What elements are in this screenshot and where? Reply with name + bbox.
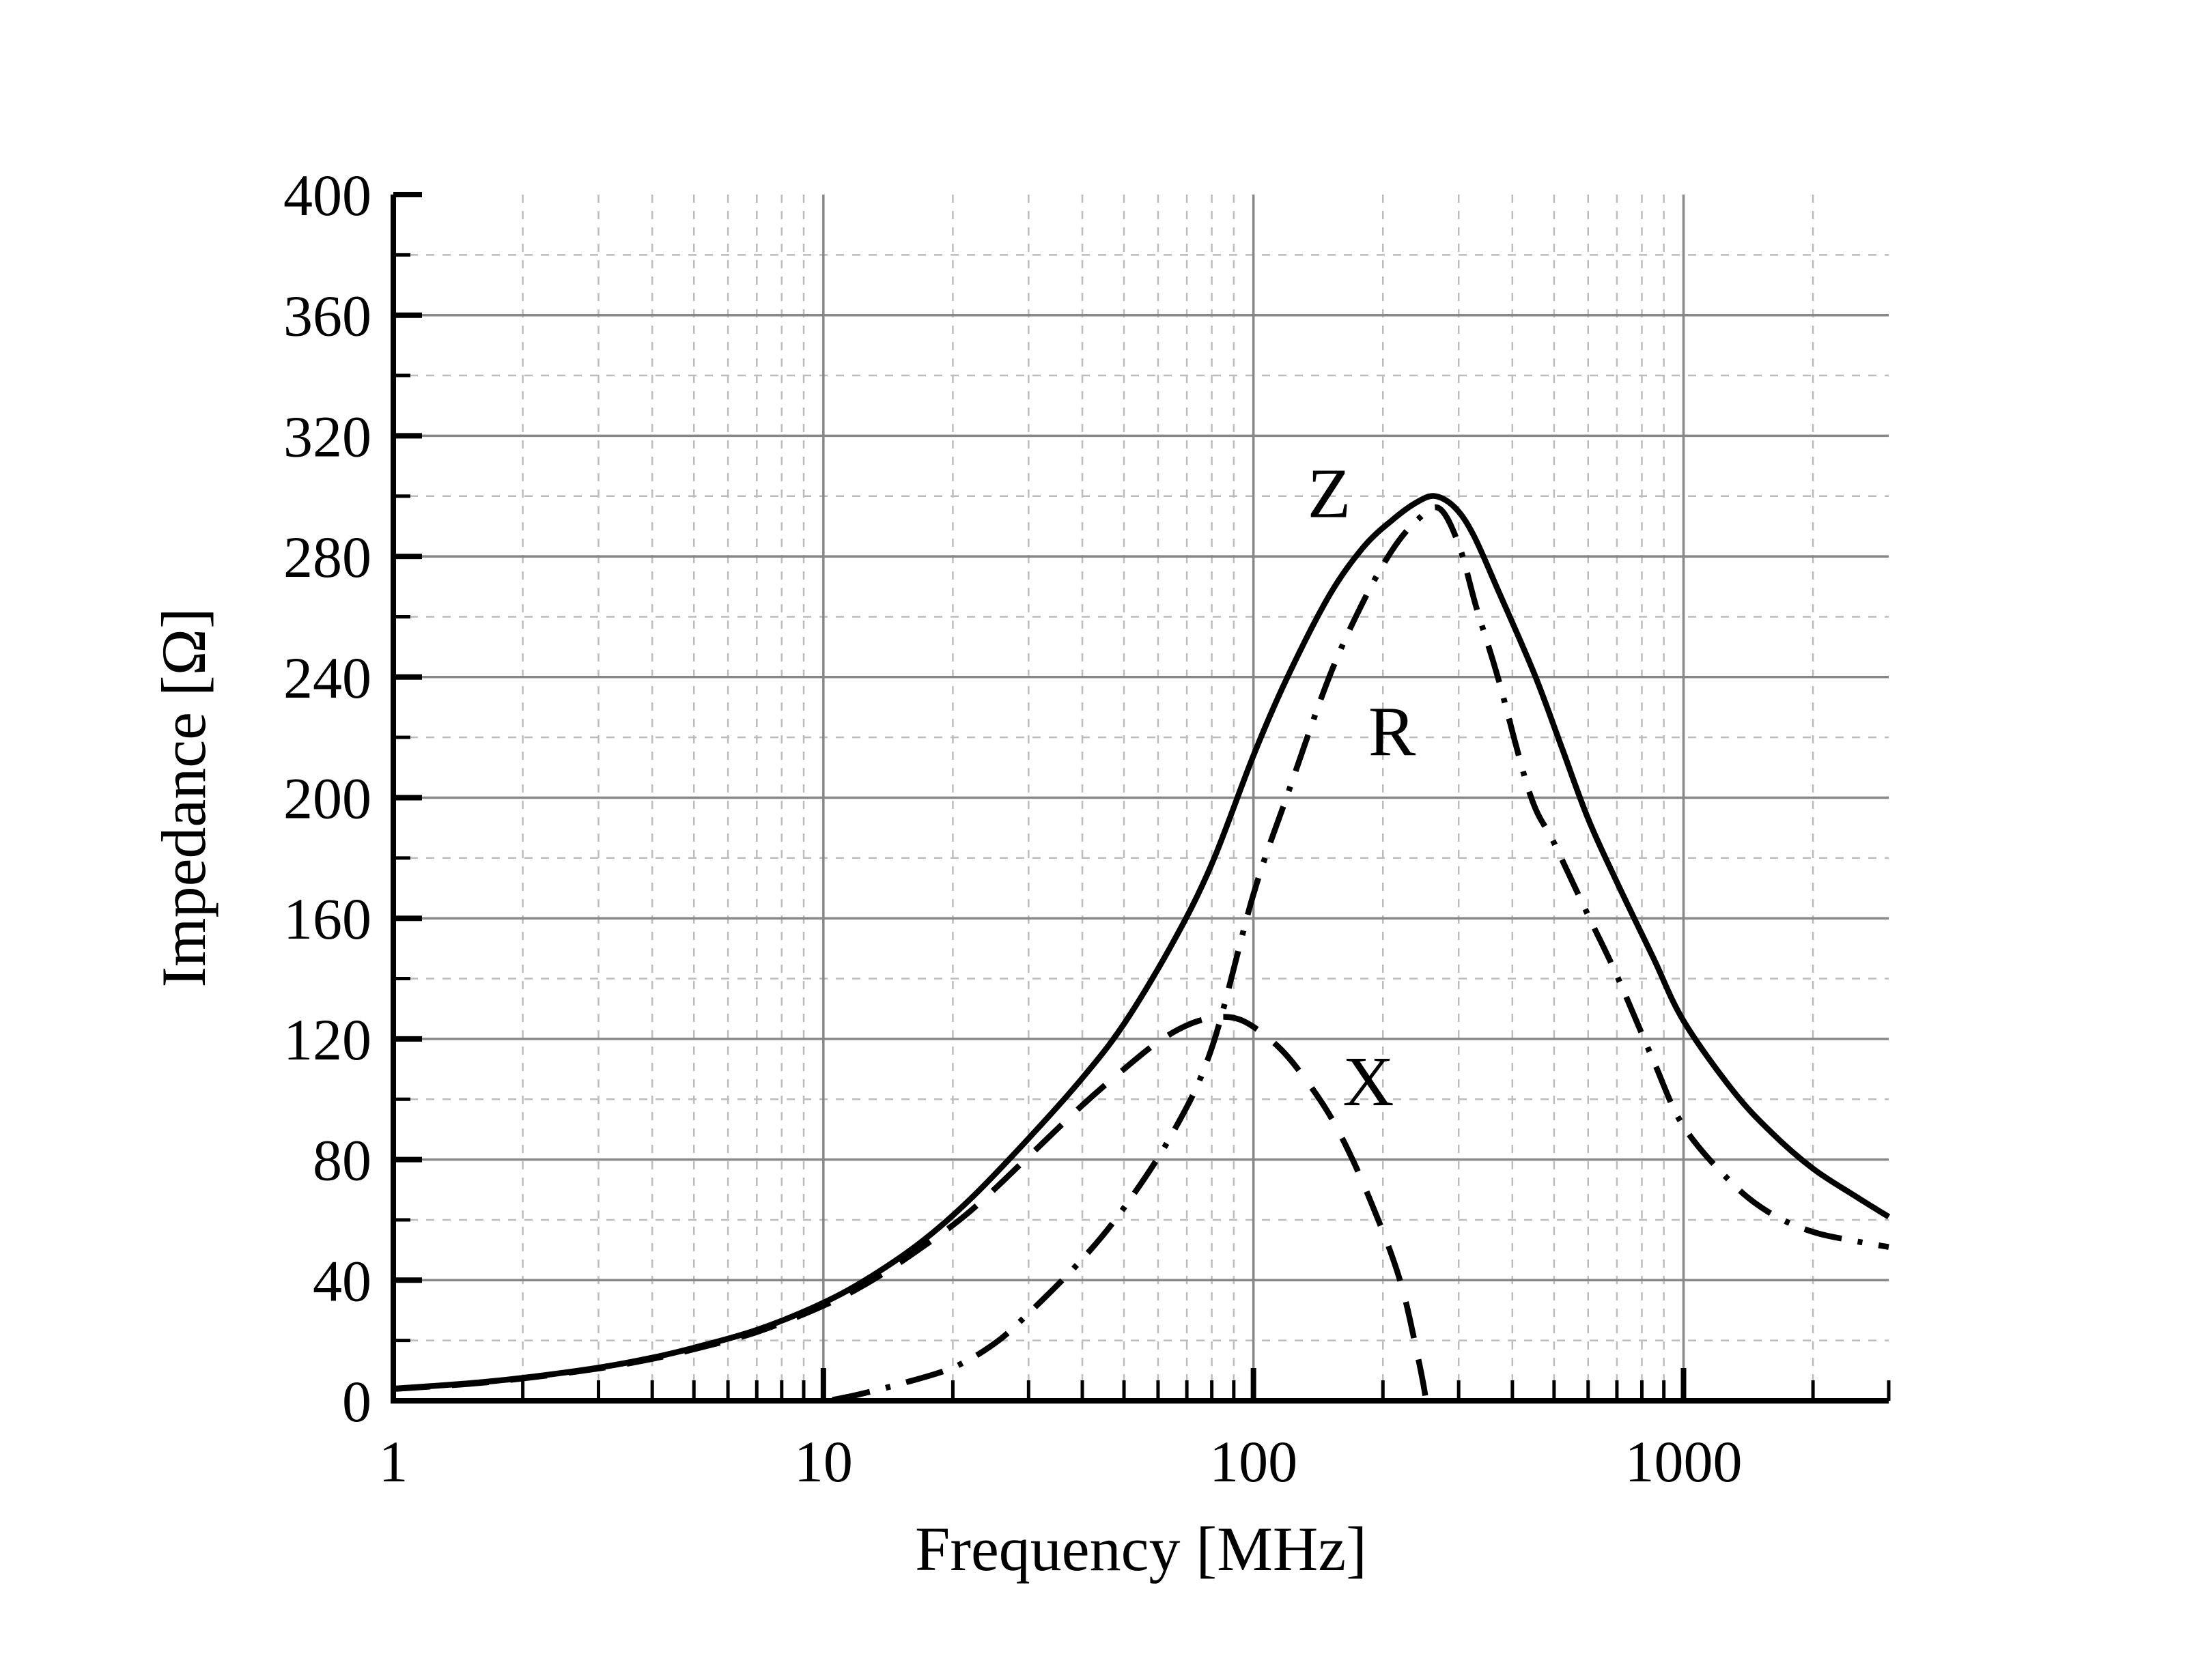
y-tick-label: 120 [283,1007,371,1072]
y-tick-label: 40 [313,1248,371,1313]
y-tick-label: 80 [313,1128,371,1193]
y-tick-label: 360 [283,283,371,349]
x-tick-label: 100 [1209,1429,1297,1494]
curve-label-Z: Z [1308,455,1351,533]
curve-label-X: X [1342,1042,1394,1121]
y-tick-label: 320 [283,403,371,469]
x-axis-label: Frequency [MHz] [915,1514,1367,1584]
x-tick-label: 1 [379,1429,408,1494]
y-axis-label: Impedance [Ω] [149,608,219,987]
curve-X [393,1014,1429,1401]
y-tick-label: 200 [283,766,371,831]
x-tick-label: 1000 [1624,1429,1742,1494]
y-tick-label: 240 [283,645,371,711]
y-tick-label: 0 [342,1369,371,1434]
y-tick-label: 280 [283,524,371,590]
curve-label-R: R [1368,693,1416,771]
curve-R [832,504,1889,1403]
x-tick-label: 10 [794,1429,853,1494]
y-tick-label: 400 [283,162,371,228]
y-tick-label: 160 [283,886,371,952]
